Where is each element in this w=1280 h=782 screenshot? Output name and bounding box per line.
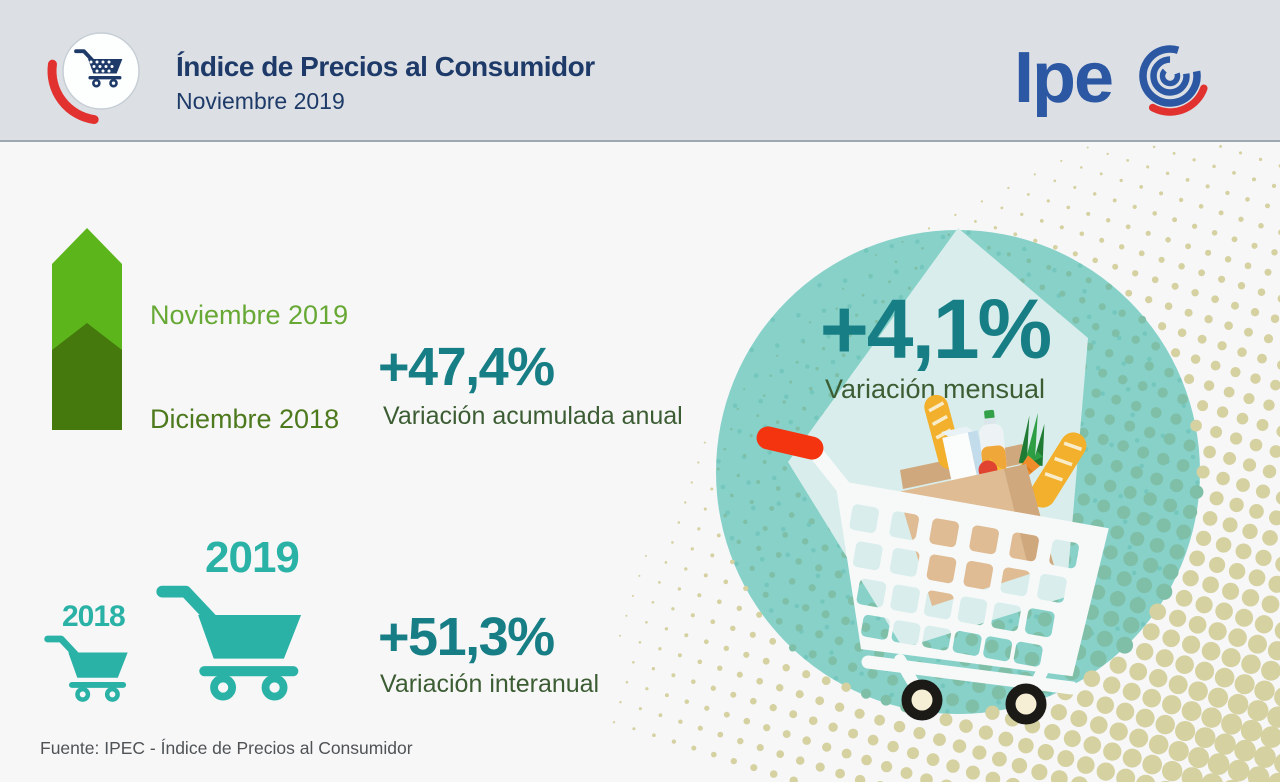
annual-variation-value: +47,4% bbox=[378, 337, 555, 397]
arrow-2018-segment bbox=[52, 323, 122, 430]
monthly-variation-value: +4,1% bbox=[820, 282, 1051, 376]
small-cart-2018-icon bbox=[44, 630, 134, 702]
header-cart-badge bbox=[47, 32, 140, 125]
greens-icon bbox=[1018, 412, 1045, 466]
ipec-logo-text: Ipe bbox=[1014, 38, 1112, 118]
interannual-variation-label: Variación interanual bbox=[380, 670, 600, 698]
red-arc-decoration bbox=[47, 59, 99, 125]
big-cart-illustration bbox=[756, 426, 1109, 725]
cart-basket-dots bbox=[86, 60, 114, 73]
groceries-illustration bbox=[898, 394, 1087, 606]
ipec-logo: Ipe bbox=[1014, 36, 1210, 118]
baguette-icon bbox=[1029, 432, 1087, 508]
cart-handle bbox=[756, 426, 824, 460]
interannual-variation-value: +51,3% bbox=[378, 607, 555, 667]
annual-arrow-chart bbox=[52, 228, 122, 430]
ipec-logo-c-swirl bbox=[1130, 36, 1210, 116]
year-2018-label: 2018 bbox=[62, 600, 126, 633]
cart-basket bbox=[835, 480, 1109, 677]
cart-wheel bbox=[901, 679, 943, 721]
arrow-bottom-label: Diciembre 2018 bbox=[150, 404, 340, 434]
annual-variation-label: Variación acumulada anual bbox=[383, 402, 683, 430]
header-bar: Índice de Precios al Consumidor Noviembr… bbox=[0, 0, 1280, 142]
year-2019-label: 2019 bbox=[205, 533, 300, 582]
page-subtitle: Noviembre 2019 bbox=[176, 87, 345, 114]
big-cart-2019-icon bbox=[156, 576, 312, 701]
page-title: Índice de Precios al Consumidor bbox=[176, 51, 595, 82]
source-note: Fuente: IPEC - Índice de Precios al Cons… bbox=[40, 738, 413, 758]
cart-wheel bbox=[1005, 683, 1047, 725]
arrow-top-label: Noviembre 2019 bbox=[150, 300, 349, 330]
